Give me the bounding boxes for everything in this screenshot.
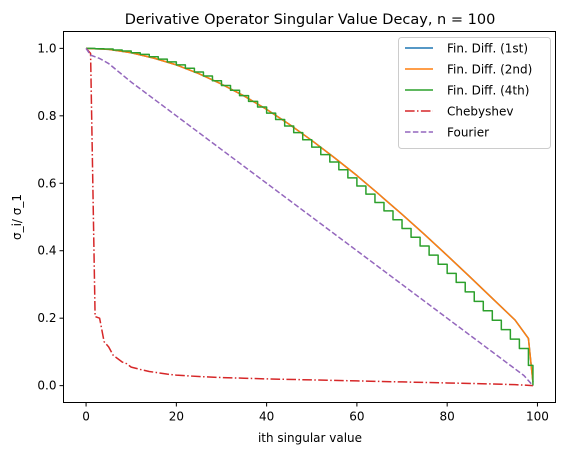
series-line-3 (85, 47, 533, 387)
series-line-1 (86, 47, 534, 383)
series-line-2 (86, 47, 534, 386)
y-tick-label: 1.0 (37, 41, 56, 55)
legend-label-0: Fin. Diff. (1st) (447, 42, 528, 56)
y-tick-label: 0.6 (37, 176, 56, 190)
legend: Fin. Diff. (1st) Fin. Diff. (2nd) Fin. Dif… (398, 37, 551, 149)
chart-title: Derivative Operator Singular Value Decay… (125, 12, 496, 28)
legend-label-1: Fin. Diff. (2nd) (447, 63, 532, 77)
x-tick-label: 80 (440, 410, 455, 424)
y-tick-label: 0.4 (37, 244, 56, 258)
plot-lines (85, 47, 534, 387)
legend-label-4: Fourier (447, 126, 489, 140)
legend-label-3: Chebyshev (447, 105, 513, 119)
plot-frame (63, 31, 556, 403)
legend-frame (398, 37, 551, 149)
x-tick-label: 20 (169, 410, 184, 424)
y-tick-label: 0.0 (37, 379, 56, 393)
y-axis-label: σ_i/ σ_1 (10, 194, 24, 240)
legend-items: Fin. Diff. (1st) Fin. Diff. (2nd) Fin. Dif… (405, 42, 532, 140)
x-axis: 0 20 40 60 80 100 (82, 402, 549, 424)
series-line-4 (85, 47, 534, 387)
x-tick-label: 0 (82, 410, 90, 424)
x-tick-label: 40 (259, 410, 274, 424)
legend-label-2: Fin. Diff. (4th) (447, 84, 529, 98)
x-tick-label: 60 (349, 410, 364, 424)
y-axis: 0.0 0.2 0.4 0.6 0.8 1.0 (37, 41, 64, 393)
x-axis-label: ith singular value (258, 431, 362, 445)
x-tick-label: 100 (526, 410, 549, 424)
y-tick-label: 0.2 (37, 311, 56, 325)
y-tick-label: 0.8 (37, 109, 56, 123)
